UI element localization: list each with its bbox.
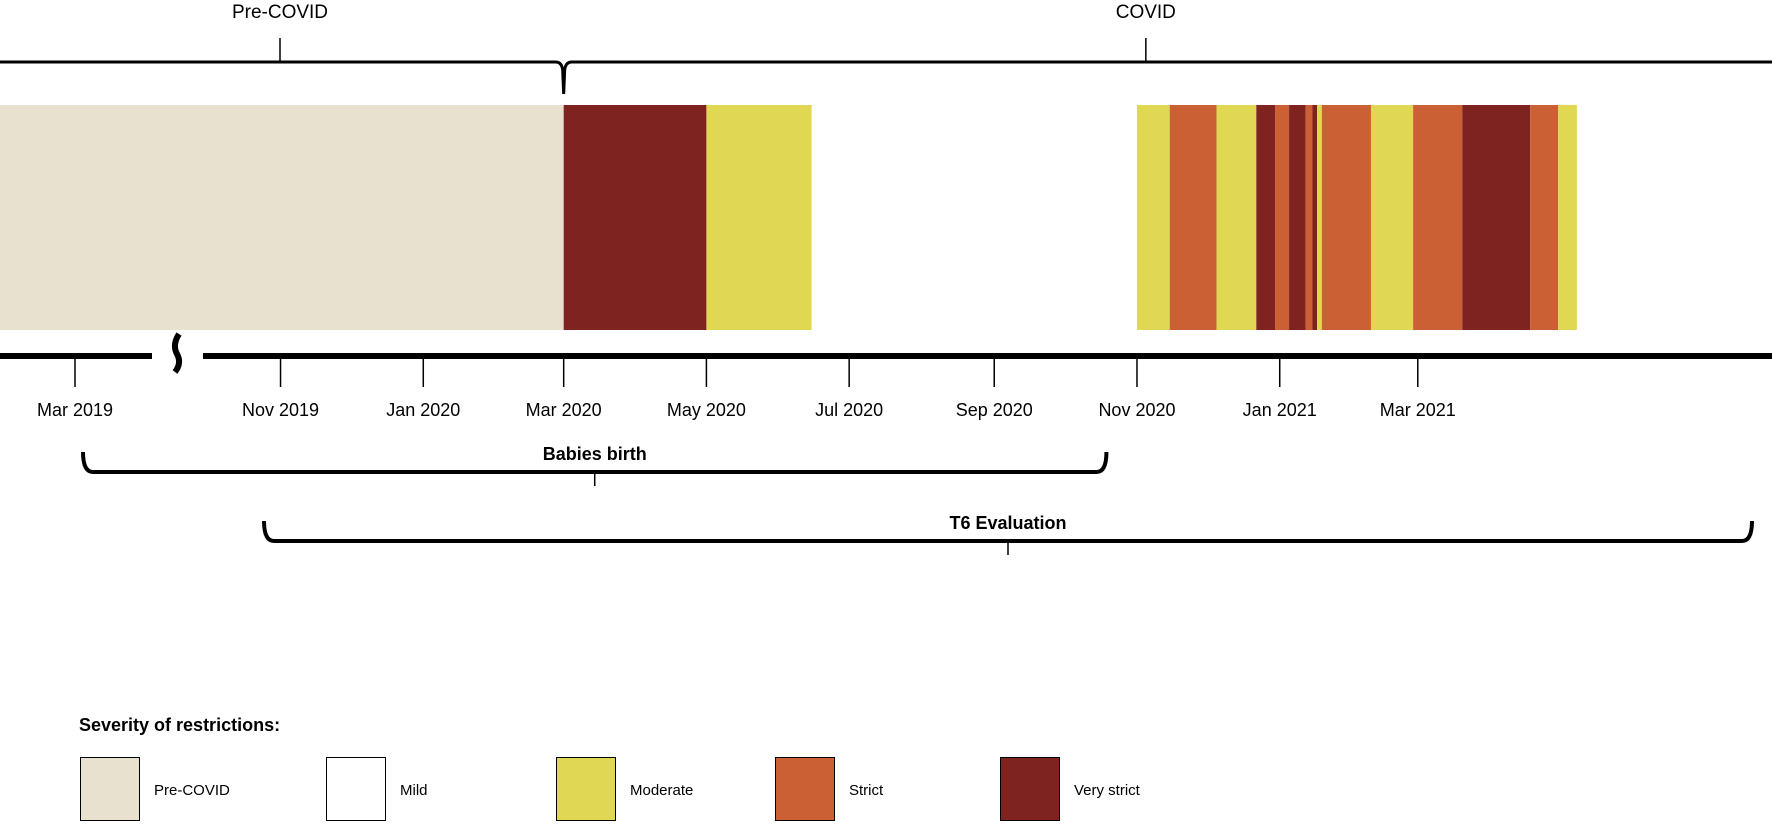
tick-label: Mar 2021 bbox=[1379, 400, 1456, 420]
axis-break-mark bbox=[171, 332, 183, 374]
legend-label: Pre-COVID bbox=[154, 782, 230, 799]
tick-label: Jul 2020 bbox=[815, 400, 884, 420]
band-strict bbox=[1305, 105, 1313, 330]
band-very-strict bbox=[1312, 105, 1318, 330]
band-moderate bbox=[706, 105, 812, 330]
band-strict bbox=[1275, 105, 1290, 330]
band-strict bbox=[1321, 105, 1371, 330]
tick-label: Nov 2019 bbox=[242, 400, 320, 420]
band-very-strict bbox=[1462, 105, 1531, 330]
legend-label: Mild bbox=[400, 782, 428, 799]
tick-label: Mar 2019 bbox=[36, 400, 114, 420]
legend-swatch bbox=[556, 757, 616, 821]
legend-label: Strict bbox=[849, 782, 884, 799]
bracket-label-t6-evaluation: T6 Evaluation bbox=[949, 513, 1067, 533]
band-moderate bbox=[1370, 105, 1414, 330]
band-moderate bbox=[1317, 105, 1322, 330]
restriction-bands bbox=[0, 105, 1577, 330]
period-line bbox=[0, 60, 1772, 95]
period-bracket-line bbox=[0, 38, 1772, 95]
tick-label: Mar 2020 bbox=[525, 400, 602, 420]
period-label-covid: COVID bbox=[1115, 2, 1176, 23]
band-strict bbox=[1169, 105, 1217, 330]
tick-label: Sep 2020 bbox=[955, 400, 1033, 420]
band-very-strict bbox=[563, 105, 707, 330]
band-pre bbox=[0, 105, 564, 330]
legend-swatch bbox=[326, 757, 386, 821]
evaluation-brackets bbox=[81, 451, 1754, 555]
legend-swatch bbox=[80, 757, 140, 821]
period-label-pre-covid: Pre-COVID bbox=[231, 2, 329, 23]
tick-label: May 2020 bbox=[666, 400, 746, 420]
tick-label: Jan 2020 bbox=[386, 400, 461, 420]
band-strict bbox=[1413, 105, 1463, 330]
band-mild bbox=[811, 105, 1137, 330]
legend-swatch bbox=[1000, 757, 1060, 821]
band-moderate bbox=[1216, 105, 1257, 330]
band-very-strict bbox=[1289, 105, 1306, 330]
legend-label: Moderate bbox=[630, 782, 694, 799]
legend-label: Very strict bbox=[1074, 782, 1140, 799]
legend-swatch bbox=[775, 757, 835, 821]
band-strict bbox=[1530, 105, 1559, 330]
tick-label: Jan 2021 bbox=[1242, 400, 1317, 420]
band-very-strict bbox=[1256, 105, 1276, 330]
time-axis bbox=[0, 332, 1772, 387]
bracket-label-babies-birth: Babies birth bbox=[542, 444, 647, 464]
legend-title: Severity of restrictions: bbox=[79, 715, 281, 735]
band-moderate bbox=[1136, 105, 1170, 330]
band-moderate bbox=[1558, 105, 1577, 330]
tick-label: Nov 2020 bbox=[1098, 400, 1176, 420]
